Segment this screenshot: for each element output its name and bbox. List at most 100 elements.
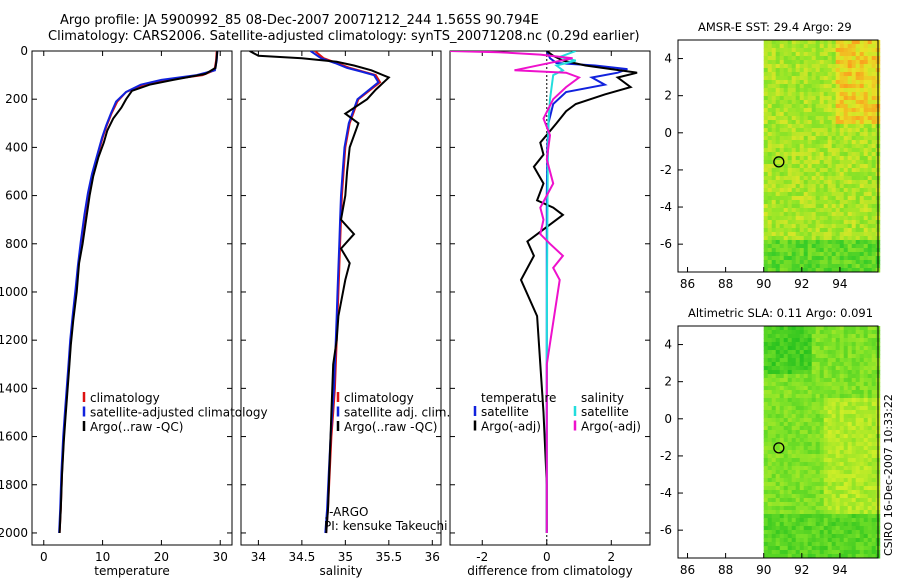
map-cell: [775, 458, 781, 463]
map-cell: [807, 454, 813, 459]
map-cell: [823, 450, 829, 455]
map-cell: [803, 546, 809, 551]
map-cell: [851, 224, 857, 229]
map-cell: [827, 486, 833, 491]
map-cell: [819, 450, 825, 455]
map-cell: [863, 386, 869, 391]
map-cell: [839, 224, 845, 229]
map-cell: [839, 112, 845, 117]
map-cell: [771, 374, 777, 379]
map-cell: [835, 402, 841, 407]
map-cell: [827, 260, 833, 265]
x-tick-label: -2: [476, 550, 488, 564]
map-cell: [863, 180, 869, 185]
map-cell: [799, 338, 805, 343]
map-cell: [835, 326, 841, 331]
map-cell: [791, 240, 797, 245]
map-y-tick-label: -4: [660, 486, 672, 500]
map-cell: [771, 490, 777, 495]
map-cell: [827, 350, 833, 355]
map-cell: [819, 350, 825, 355]
map-cell: [787, 176, 793, 181]
map-cell: [871, 124, 877, 129]
map-cell: [839, 244, 845, 249]
map-cell: [851, 216, 857, 221]
map-cell: [779, 72, 785, 77]
map-cell: [803, 478, 809, 483]
map-cell: [843, 378, 849, 383]
map-cell: [843, 458, 849, 463]
map-cell: [831, 498, 837, 503]
map-cell: [815, 72, 821, 77]
map-cell: [783, 176, 789, 181]
map-cell: [811, 208, 817, 213]
map-cell: [799, 330, 805, 335]
map-cell: [863, 530, 869, 535]
map-cell: [851, 188, 857, 193]
map-cell: [811, 374, 817, 379]
map-cell: [823, 160, 829, 165]
map-cell: [815, 80, 821, 85]
y-tick-label: 1200: [0, 333, 28, 347]
map-cell: [775, 430, 781, 435]
map-cell: [863, 466, 869, 471]
map-cell: [807, 550, 813, 555]
map-cell: [779, 132, 785, 137]
map-cell: [819, 208, 825, 213]
map-cell: [803, 462, 809, 467]
map-cell: [799, 228, 805, 233]
map-cell: [815, 414, 821, 419]
map-cell: [807, 418, 813, 423]
map-cell: [839, 382, 845, 387]
map-cell: [863, 196, 869, 201]
map-cell: [847, 482, 853, 487]
map-cell: [851, 160, 857, 165]
map-cell: [819, 418, 825, 423]
map-cell: [851, 88, 857, 93]
map-cell: [831, 454, 837, 459]
map-cell: [839, 506, 845, 511]
map-cell: [819, 136, 825, 141]
map-cell: [851, 144, 857, 149]
map-cell: [847, 346, 853, 351]
map-cell: [791, 148, 797, 153]
map-cell: [775, 224, 781, 229]
map-cell: [847, 350, 853, 355]
map-cell: [843, 338, 849, 343]
map-cell: [763, 542, 769, 547]
sla-map-title: Altimetric SLA: 0.11 Argo: 0.091: [688, 306, 874, 320]
map-cell: [819, 486, 825, 491]
map-cell: [771, 248, 777, 253]
map-cell: [859, 502, 865, 507]
map-cell: [795, 184, 801, 189]
map-cell: [835, 72, 841, 77]
map-cell: [867, 72, 873, 77]
map-cell: [779, 406, 785, 411]
map-cell: [811, 144, 817, 149]
map-cell: [831, 462, 837, 467]
map-cell: [783, 478, 789, 483]
map-cell: [811, 224, 817, 229]
map-cell: [855, 188, 861, 193]
map-cell: [767, 56, 773, 61]
map-cell: [771, 382, 777, 387]
map-cell: [775, 220, 781, 225]
map-cell: [827, 208, 833, 213]
map-cell: [827, 112, 833, 117]
map-cell: [799, 478, 805, 483]
map-cell: [783, 438, 789, 443]
map-cell: [871, 358, 877, 363]
map-cell: [783, 490, 789, 495]
map-cell: [871, 522, 877, 527]
map-cell: [775, 252, 781, 257]
map-cell: [819, 550, 825, 555]
map-cell: [803, 216, 809, 221]
map-cell: [819, 506, 825, 511]
map-cell: [839, 554, 845, 559]
map-cell: [767, 168, 773, 173]
map-cell: [863, 362, 869, 367]
map-cell: [859, 454, 865, 459]
map-cell: [803, 176, 809, 181]
map-cell: [835, 68, 841, 73]
map-cell: [803, 530, 809, 535]
